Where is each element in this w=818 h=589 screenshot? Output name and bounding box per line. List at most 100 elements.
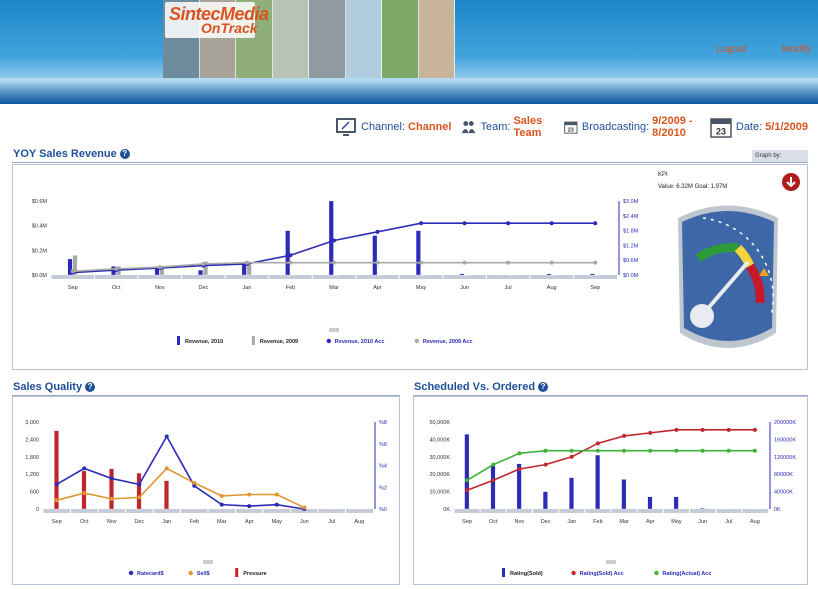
x-tick-label: Dec — [541, 519, 551, 525]
graph-by-toggle[interactable]: Graph by: — [752, 150, 808, 162]
logout-link[interactable]: Logout — [716, 44, 747, 55]
banner-glow — [0, 78, 818, 104]
team-selector[interactable]: Team: Sales Team — [461, 115, 554, 139]
bar — [154, 266, 160, 276]
banner-photo — [345, 0, 382, 78]
legend-label: Sell$ — [197, 571, 210, 577]
legend-label: Revenue, 2010 Acc — [335, 339, 385, 345]
y-tick-label: 2,400 — [25, 437, 39, 443]
data-point — [549, 221, 554, 226]
x-tick-label: Jun — [460, 285, 469, 291]
y2-tick-label: %2 — [379, 485, 387, 491]
x-tick-label: Oct — [112, 285, 121, 291]
y-tick-label: $0.4M — [32, 224, 48, 230]
bar — [415, 230, 421, 276]
x-tick-label: Oct — [80, 519, 89, 525]
x-tick-label: Mar — [329, 285, 339, 291]
date-label: Date: — [735, 121, 763, 133]
data-point — [700, 427, 705, 432]
broadcasting-label: Broadcasting: — [581, 121, 650, 133]
x-tick-label: Jan — [162, 519, 171, 525]
data-point — [491, 462, 496, 467]
bar — [508, 274, 513, 276]
y-tick-label: $0.0M — [32, 273, 48, 279]
data-point — [700, 448, 705, 453]
broadcasting-selector[interactable]: 23 Broadcasting: 9/2009 - 8/2010 — [564, 115, 700, 139]
legend-swatch — [235, 568, 239, 577]
y-tick-label: 10,000K — [430, 490, 451, 496]
y2-tick-label: $0.6M — [623, 258, 639, 264]
scheduled-title: Scheduled Vs. Ordered ? — [414, 381, 549, 393]
quality-chart: 3,000 2,400 1,800 1,200 600 0 %8 %6 %4 %2 %0 Sep Oct… — [25, 420, 387, 577]
channel-selector[interactable]: Channel: Channel — [335, 116, 451, 138]
bar — [191, 508, 197, 510]
data-point — [622, 433, 627, 438]
banner-photo-strip — [163, 0, 455, 78]
date-selector[interactable]: 23 Date: 5/1/2009 — [710, 116, 808, 138]
data-point — [506, 221, 511, 226]
data-point — [726, 448, 731, 453]
banner-photo — [418, 0, 455, 78]
data-point — [109, 496, 114, 501]
logo-text-line1: SintecMedia — [169, 4, 269, 24]
x-tick-label: Apr — [245, 519, 254, 525]
data-point — [622, 448, 627, 453]
data-point — [465, 478, 470, 483]
kpi-label: KPI — [658, 172, 668, 178]
data-point — [593, 221, 598, 226]
data-point — [332, 238, 336, 243]
bar — [590, 273, 595, 276]
bar — [81, 470, 87, 510]
modify-link[interactable]: Modify — [782, 44, 812, 55]
bar — [726, 508, 731, 510]
x-tick-label: Jan — [242, 285, 251, 291]
data-point — [674, 448, 679, 453]
y2-tick-label: $0.0M — [623, 273, 639, 279]
x-tick-label: Jun — [300, 519, 309, 525]
bar — [621, 479, 627, 510]
y2-tick-label: $3.0M — [623, 199, 639, 205]
bar — [595, 454, 601, 510]
help-icon[interactable]: ? — [119, 149, 130, 159]
context-bar: Channel: Channel Team: Sales Team 23 Bro… — [335, 112, 818, 142]
x-tick-label: Jul — [505, 285, 512, 291]
legend-label: Ratecard$ — [137, 571, 164, 577]
x-tick-label: May — [671, 519, 682, 525]
data-point — [244, 260, 249, 265]
data-point — [506, 260, 511, 265]
x-tick-label: Feb — [190, 519, 199, 525]
x-tick-label: Feb — [286, 285, 295, 291]
legend-swatch — [414, 338, 420, 344]
data-point — [569, 448, 574, 453]
calendar-icon: 23 — [564, 121, 578, 134]
team-value: Sales Team — [513, 115, 543, 139]
x-tick-label: Jun — [698, 519, 707, 525]
app-logo[interactable]: SintecMedia OnTrack — [165, 2, 269, 38]
channel-value: Channel — [408, 121, 452, 133]
legend-label: Rating(Sold) — [510, 571, 543, 577]
scheduled-panel: 50,000K 40,000K 30,000K 20,000K 10,000K 0K 200… — [413, 396, 808, 585]
data-point — [648, 448, 653, 453]
y2-tick-label: 40000K — [774, 490, 793, 496]
help-icon[interactable]: ? — [85, 382, 96, 392]
legend-swatch — [251, 336, 255, 345]
legend-swatch — [654, 570, 659, 576]
data-point — [201, 261, 206, 266]
y-tick-label: $0.2M — [32, 248, 48, 254]
help-icon[interactable]: ? — [538, 382, 549, 392]
y2-tick-label: 0K — [774, 507, 781, 513]
data-point — [491, 478, 496, 483]
data-point — [543, 462, 548, 467]
bar — [72, 255, 78, 276]
bar — [464, 434, 470, 510]
team-icon — [462, 121, 476, 134]
x-tick-label: Jul — [725, 519, 732, 525]
down-arrow-icon[interactable] — [781, 172, 801, 192]
data-point — [517, 451, 522, 456]
bar — [203, 261, 209, 276]
y-tick-label: 0 — [36, 507, 39, 513]
x-tick-label: Aug — [354, 519, 364, 525]
data-point — [375, 229, 380, 234]
yoy-title: YOY Sales Revenue ? — [13, 148, 130, 160]
logo-text-line2: OnTrack — [201, 20, 258, 36]
